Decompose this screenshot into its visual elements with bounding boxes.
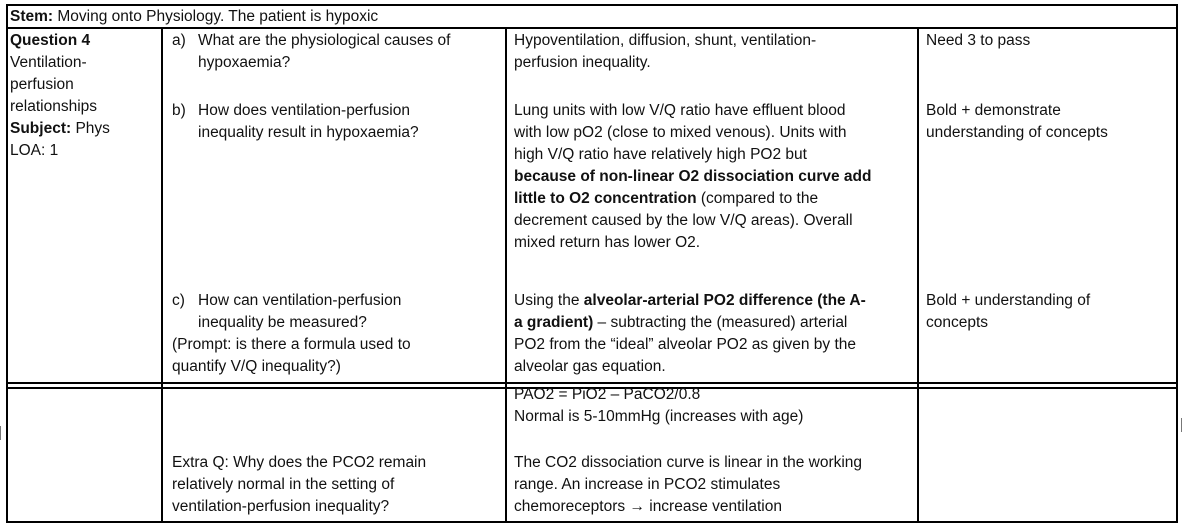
assessment-table: Stem: Moving onto Physiology. The patien… — [6, 4, 1178, 523]
table-top-border — [6, 4, 1178, 6]
stem-value: Moving onto Physiology. The patient is h… — [53, 8, 379, 25]
question-c: c) How can ventilation-perfusion inequali… — [172, 290, 411, 378]
table-left-border — [6, 4, 8, 523]
aa-gradient-formula: PAO2 = PiO2 – PaCO2/0.8 — [514, 386, 701, 403]
question-title: Question 4 — [10, 32, 91, 49]
answer-b: Lung units with low V/Q ratio have efflu… — [514, 100, 871, 254]
question-a-marker: a) — [172, 32, 186, 49]
question-c-marker: c) — [172, 292, 185, 309]
stem-text: Stem: Moving onto Physiology. The patien… — [10, 6, 378, 28]
extra-question-line-3: ventilation-perfusion inequality? — [172, 498, 390, 515]
answer-c: Using the alveolar-arterial PO2 differen… — [514, 290, 866, 378]
question-b: b) How does ventilation-perfusion inequal… — [172, 100, 419, 144]
stem-bottom-border — [6, 27, 1178, 29]
question-b-line-1: How does ventilation-perfusion — [198, 102, 410, 119]
subject-line: Subject: Phys — [10, 120, 110, 137]
topic-line-3: relationships — [10, 98, 98, 115]
question-c-prompt-1: (Prompt: is there a formula used to — [172, 336, 411, 353]
page-break-top-border — [6, 382, 1178, 384]
question-a: a) What are the physiological causes of h… — [172, 30, 450, 74]
column-divider-2 — [505, 27, 507, 523]
extra-question: Extra Q: Why does the PCO2 remain relati… — [172, 452, 426, 518]
question-c-prompt-2: quantify V/Q inequality?) — [172, 358, 341, 375]
answer-b-line-2: with low pO2 (close to mixed venous). Un… — [514, 124, 847, 141]
extra-answer-line-3: chemoreceptors → increase ventilation — [514, 498, 782, 515]
loa-line: LOA: 1 — [10, 142, 59, 159]
question-b-marker: b) — [172, 102, 186, 119]
table-right-border — [1176, 4, 1178, 523]
criteria-c: Bold + understanding of concepts — [926, 290, 1090, 334]
criteria-c-line-1: Bold + understanding of — [926, 292, 1091, 309]
left-edge-scan-mark — [0, 426, 1, 440]
answer-a-line-2: perfusion inequality. — [514, 54, 651, 71]
extra-answer-line-1: The CO2 dissociation curve is linear in … — [514, 454, 863, 471]
answer-c-line-4: alveolar gas equation. — [514, 358, 666, 375]
aa-gradient-normal-range: Normal is 5-10mmHg (increases with age) — [514, 408, 804, 425]
answer-b-line-3: high V/Q ratio have relatively high PO2 … — [514, 146, 807, 163]
criteria-b-line-2: understanding of concepts — [926, 124, 1108, 141]
answer-continuation: PAO2 = PiO2 – PaCO2/0.8 Normal is 5-10mm… — [514, 384, 803, 428]
page-break-bottom-border — [6, 387, 1178, 389]
answer-c-line-1: Using the alveolar-arterial PO2 differen… — [514, 292, 866, 309]
answer-b-line-6: decrement caused by the low V/Q areas). … — [514, 212, 853, 229]
question-info: Question 4 Ventilation- perfusion relati… — [10, 30, 110, 162]
answer-b-mixed-line: little to O2 concentration (compared to … — [514, 190, 819, 207]
answer-c-line-2: a gradient) – subtracting the (measured)… — [514, 314, 848, 331]
column-divider-3 — [917, 27, 919, 523]
answer-b-bold-line: because of non-linear O2 dissociation cu… — [514, 168, 872, 185]
extra-answer: The CO2 dissociation curve is linear in … — [514, 452, 862, 518]
question-a-line-2: hypoxaemia? — [198, 54, 291, 71]
extra-question-line-2: relatively normal in the setting of — [172, 476, 395, 493]
question-c-line-2: inequality be measured? — [198, 314, 367, 331]
criteria-b: Bold + demonstrate understanding of conc… — [926, 100, 1108, 144]
topic-line-1: Ventilation- — [10, 54, 87, 71]
extra-question-line-1: Extra Q: Why does the PCO2 remain — [172, 454, 427, 471]
question-a-line-1: What are the physiological causes of — [198, 32, 451, 49]
answer-b-line-1: Lung units with low V/Q ratio have efflu… — [514, 102, 846, 119]
stem-label: Stem: — [10, 8, 54, 25]
criteria-c-line-2: concepts — [926, 314, 989, 331]
answer-a: Hypoventilation, diffusion, shunt, venti… — [514, 30, 816, 74]
extra-answer-line-2: range. An increase in PCO2 stimulates — [514, 476, 781, 493]
column-divider-1 — [161, 27, 163, 523]
question-c-line-1: How can ventilation-perfusion — [198, 292, 402, 309]
topic-line-2: perfusion — [10, 76, 74, 93]
criteria-a: Need 3 to pass — [926, 32, 1031, 49]
question-b-line-2: inequality result in hypoxaemia? — [198, 124, 419, 141]
criteria-b-line-1: Bold + demonstrate — [926, 102, 1061, 119]
answer-a-line-1: Hypoventilation, diffusion, shunt, venti… — [514, 32, 817, 49]
table-bottom-border — [6, 521, 1178, 523]
answer-b-line-7: mixed return has lower O2. — [514, 234, 701, 251]
right-edge-scan-mark — [1181, 418, 1182, 432]
answer-c-line-3: PO2 from the “ideal” alveolar PO2 as giv… — [514, 336, 857, 353]
